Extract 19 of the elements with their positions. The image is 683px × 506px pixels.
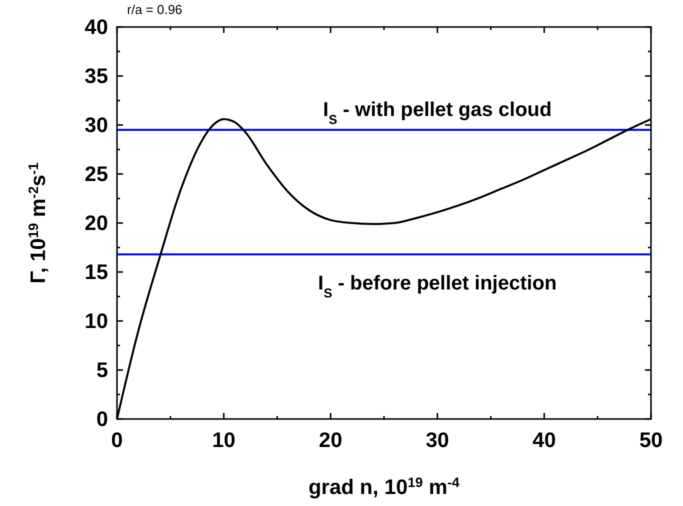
x-tick-label: 10: [212, 429, 236, 452]
x-tick-label: 0: [111, 429, 123, 452]
y-tick-label: 5: [96, 359, 108, 382]
y-tick-label: 10: [84, 310, 108, 333]
y-tick-label: 35: [84, 65, 108, 88]
x-tick-label: 20: [318, 429, 342, 452]
x-tick-label: 30: [426, 429, 450, 452]
y-tick-label: 25: [84, 163, 108, 186]
y-tick-label: 40: [84, 16, 108, 39]
y-tick-label: 20: [84, 212, 108, 235]
y-tick-label: 0: [96, 408, 108, 431]
x-tick-label: 50: [639, 429, 663, 452]
x-axis-title: grad n, 10$^{19}$ m$^{-4}$: [308, 474, 460, 499]
ref-line-label: I$_{S}$ - before pellet injection: [318, 272, 557, 300]
text: r/a = 0.96: [127, 2, 182, 17]
y-tick-label: 15: [84, 261, 108, 284]
ref-line-label: I$_{S}$ - with pellet gas cloud: [323, 98, 552, 126]
y-tick-label: 30: [84, 114, 108, 137]
x-tick-label: 40: [532, 429, 556, 452]
